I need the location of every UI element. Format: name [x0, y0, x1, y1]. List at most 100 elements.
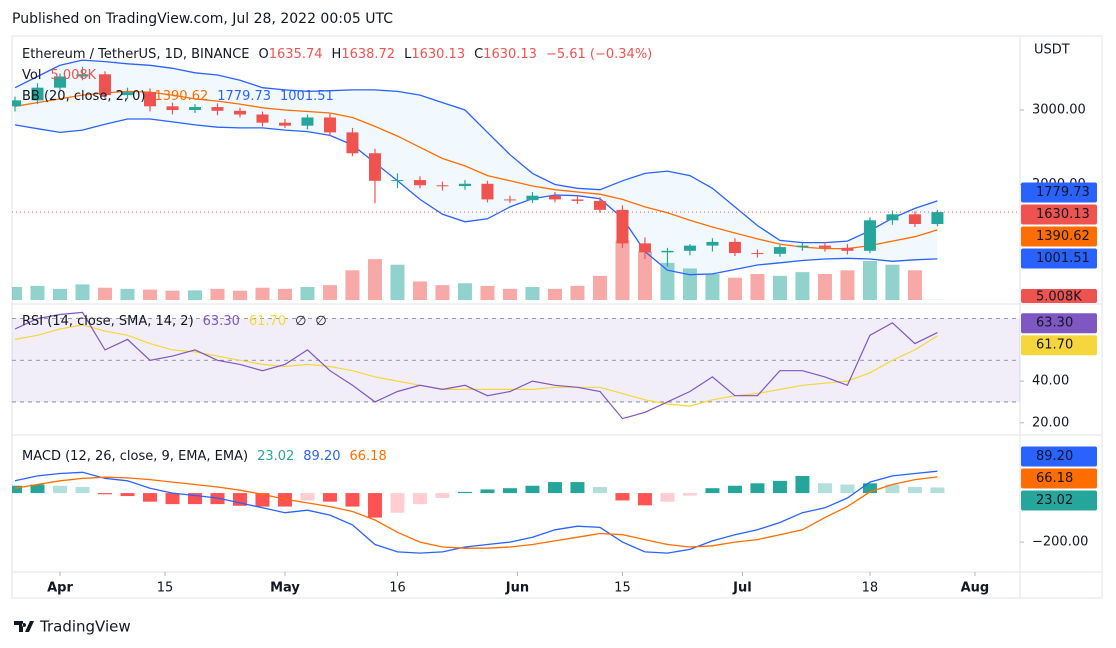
- price-label: 1001.51: [1036, 251, 1090, 266]
- macd-histogram-bar: [525, 485, 540, 494]
- volume-bar: [502, 288, 517, 300]
- candle-body: [256, 114, 269, 123]
- legend: MACD (12, 26, close, 9, EMA, EMA) 23.02 89…: [22, 449, 387, 464]
- rsi-line: [14, 324, 938, 407]
- legend-item: H: [332, 47, 342, 62]
- macd-histogram-bar: [547, 482, 562, 494]
- macd-histogram-bar: [637, 493, 652, 506]
- chart-frame: [11, 35, 1103, 599]
- price-label: 1390.62: [1036, 229, 1090, 244]
- volume-bar: [322, 285, 337, 300]
- volume-bar: [30, 285, 45, 300]
- candle-body: [526, 195, 539, 201]
- candle-body: [458, 183, 471, 187]
- macd-histogram-bar: [75, 486, 90, 494]
- candle-body: [121, 92, 134, 96]
- legend-item: 61.70: [249, 314, 286, 329]
- candle-body: [31, 87, 44, 101]
- candle-body: [863, 220, 876, 251]
- volume-bar: [277, 288, 292, 300]
- x-tick-label: 16: [389, 581, 406, 596]
- volume-bar: [682, 268, 697, 300]
- volume-bar: [547, 288, 562, 300]
- volume-bar: [142, 289, 157, 300]
- volume-bar: [480, 285, 495, 300]
- volume-bar: [345, 270, 360, 300]
- candle-body: [548, 195, 561, 200]
- legend-item: 89.20: [303, 449, 340, 464]
- volume-bar: [525, 287, 540, 300]
- macd-histogram-bar: [345, 493, 360, 507]
- macd-histogram-bar: [660, 493, 675, 502]
- candle-body: [323, 117, 336, 133]
- volume-bar: [120, 288, 135, 300]
- price-label: 23.02: [1036, 493, 1073, 508]
- macd-histogram-bar: [862, 483, 877, 494]
- candle-body: [368, 153, 381, 181]
- volume-bar: [817, 274, 832, 300]
- macd-histogram-bar: [97, 493, 112, 495]
- overlay: 2000.003000.0020.0040.00−200.00USDTApr15…: [22, 43, 1097, 596]
- volume-bar: [772, 275, 787, 300]
- x-tick-label: Jul: [732, 581, 752, 596]
- volume-bar: [727, 277, 742, 300]
- macd-histogram-bar: [367, 493, 382, 518]
- volume-bar: [862, 261, 877, 300]
- candle-body: [661, 250, 674, 253]
- legend-item: 1635.74: [269, 47, 323, 62]
- legend-item: 1630.13: [483, 47, 537, 62]
- volume-bar: [232, 290, 247, 300]
- macd-histogram-bar: [705, 488, 720, 494]
- y-tick-label: 20.00: [1032, 415, 1069, 430]
- volume-bar: [210, 288, 225, 300]
- legend-item: 1779.73: [217, 89, 271, 104]
- candle-body: [12, 100, 21, 107]
- macd-histogram-bar: [727, 485, 742, 494]
- price-label-box: [1021, 182, 1097, 203]
- legend-item: 66.18: [350, 449, 387, 464]
- macd-histogram-bar: [187, 493, 202, 505]
- price-label: 1630.13: [1036, 207, 1090, 222]
- legend: RSI (14, close, SMA, 14, 2) 63.30 61.70 ∅ ∅: [22, 314, 327, 329]
- macd-histogram-bar: [457, 491, 472, 494]
- macd-histogram-bar: [142, 493, 157, 502]
- candle-body: [886, 214, 899, 221]
- volume-bar: [750, 274, 765, 300]
- rsi-pane: [12, 311, 1020, 420]
- candle-body: [143, 92, 156, 107]
- macd-histogram-bar: [840, 484, 855, 494]
- candle-body: [53, 76, 66, 88]
- macd-histogram-bar: [930, 487, 945, 494]
- macd-histogram-bar: [817, 483, 832, 494]
- y-tick-label: 3000.00: [1032, 103, 1086, 118]
- candle-body: [76, 74, 89, 77]
- legend-item: 5.008K: [50, 68, 96, 83]
- y-tick-label: 40.00: [1032, 374, 1069, 389]
- volume-bar: [457, 283, 472, 300]
- candle-body: [481, 183, 494, 200]
- footer-brand: TradingView: [39, 618, 131, 636]
- price-label: 1779.73: [1036, 185, 1090, 200]
- logo-mark: [14, 621, 34, 632]
- candle-body: [931, 212, 944, 225]
- volume-bar: [795, 272, 810, 300]
- macd-pane: [12, 470, 945, 554]
- macd-histogram-bar: [750, 483, 765, 494]
- price-label-box: [1021, 335, 1097, 356]
- y-tick-label: −200.00: [1032, 535, 1088, 550]
- candle-body: [638, 243, 651, 253]
- price-label-box: [1021, 226, 1097, 247]
- macd-histogram-bar: [592, 486, 607, 494]
- macd-histogram-bar: [30, 484, 45, 494]
- legend: Vol 5.008K: [22, 68, 97, 83]
- axis-unit: USDT: [1034, 43, 1070, 58]
- legend-item: RSI (14, close, SMA, 14, 2): [22, 314, 194, 329]
- bb-basis-line: [14, 90, 938, 250]
- candle-body: [616, 209, 629, 244]
- macd-line: [14, 470, 938, 554]
- volume-bar: [52, 288, 67, 300]
- price-label-box: [1021, 289, 1097, 303]
- candle-body: [98, 74, 111, 96]
